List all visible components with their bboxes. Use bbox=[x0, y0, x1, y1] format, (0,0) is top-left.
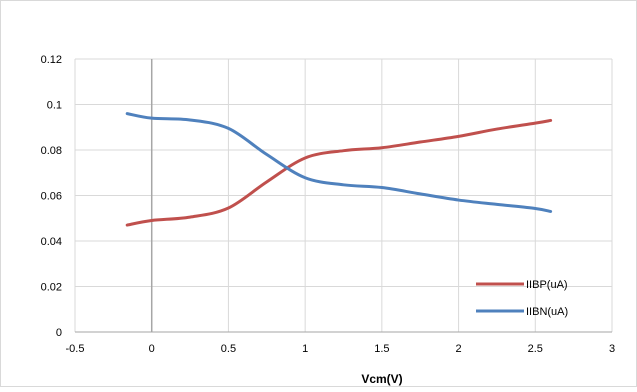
series-line-1 bbox=[125, 118, 553, 227]
x-tick-label: 0.5 bbox=[221, 343, 236, 355]
series-line-2 bbox=[125, 112, 553, 213]
y-tick-label: 0.04 bbox=[41, 236, 62, 248]
y-tick-label: 0.06 bbox=[41, 191, 62, 203]
x-tick-label: -0.5 bbox=[66, 343, 85, 355]
y-tick-label: 0 bbox=[56, 327, 62, 339]
y-tick-label: 0.08 bbox=[41, 145, 62, 157]
legend-label: IIBP(uA) bbox=[526, 279, 568, 291]
x-tick-label: 2.5 bbox=[528, 343, 543, 355]
x-tick-label: 3 bbox=[609, 343, 615, 355]
legend-label: IIBN(uA) bbox=[526, 306, 568, 318]
axes bbox=[75, 59, 612, 333]
x-tick-label: 0 bbox=[149, 343, 155, 355]
y-tick-label: 0.12 bbox=[41, 54, 62, 66]
legend: IIBP(uA) IIBN(uA) bbox=[476, 279, 568, 318]
y-tick-label: 0.1 bbox=[47, 100, 62, 112]
x-tick-labels: -0.5 0 0.5 1 1.5 2 2.5 3 bbox=[66, 343, 616, 355]
x-axis-label: Vcm(V) bbox=[361, 372, 402, 386]
y-tick-labels: 0 0.02 0.04 0.06 0.08 0.1 0.12 bbox=[41, 54, 62, 339]
x-tick-label: 1.5 bbox=[374, 343, 389, 355]
series-lines bbox=[125, 112, 553, 227]
x-tick-label: 1 bbox=[302, 343, 308, 355]
x-tick-label: 2 bbox=[456, 343, 462, 355]
y-tick-label: 0.02 bbox=[41, 282, 62, 294]
